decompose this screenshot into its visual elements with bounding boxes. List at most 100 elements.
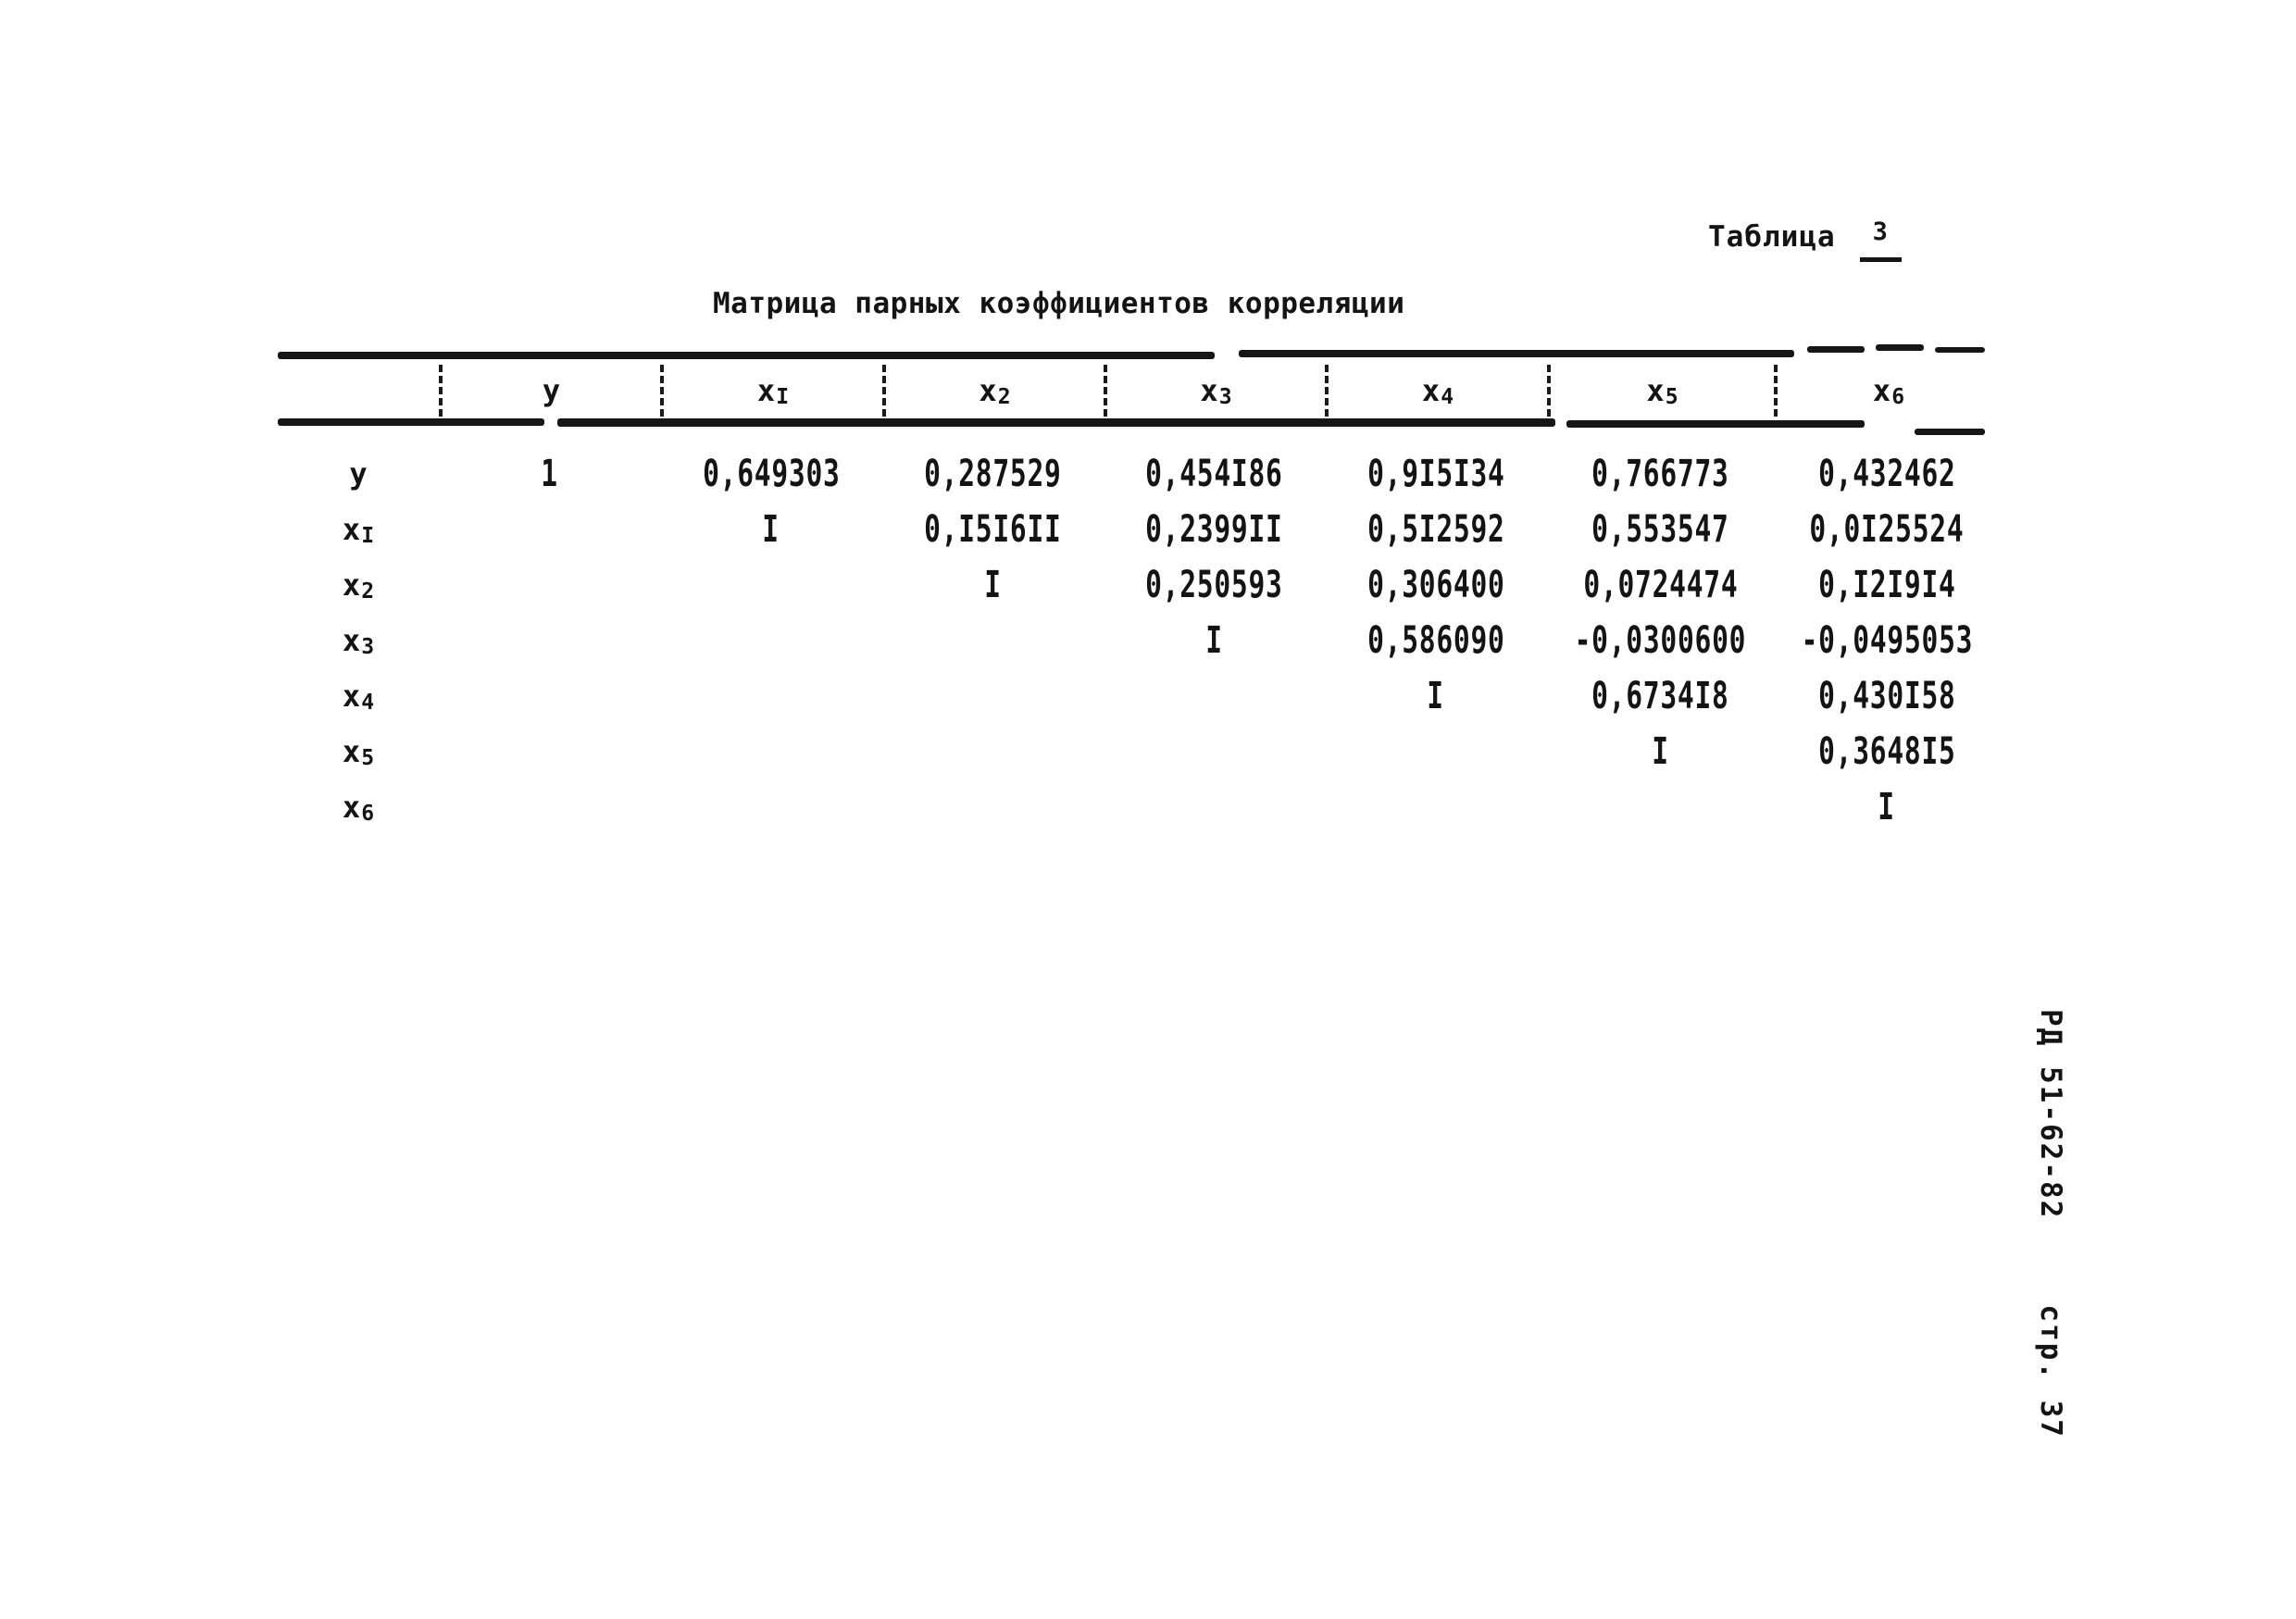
- table-row-y: y 1 0,649303 0,287529 0,454I86 0,9I5I34 0,7667…: [278, 446, 2000, 502]
- matrix-cell: 0,649303: [660, 446, 882, 502]
- matrix-cell-empty: [1325, 779, 1547, 835]
- matrix-cell-empty: [439, 613, 660, 668]
- matrix-value: 0,0724474: [1582, 564, 1739, 606]
- table-top-rule-segment: [1807, 346, 1865, 353]
- matrix-cell-empty: [660, 613, 882, 668]
- table-top-rule-segment: [1239, 350, 1794, 357]
- matrix-value: I: [762, 508, 780, 551]
- matrix-cell: 0,5I2592: [1325, 502, 1547, 557]
- table-caption-number: 3: [1872, 218, 1889, 246]
- table-body: y 1 0,649303 0,287529 0,454I86 0,9I5I34 0,7667…: [278, 446, 2000, 835]
- table-top-rule-segment: [1935, 347, 1985, 353]
- matrix-value: 0,5I2592: [1366, 508, 1505, 551]
- matrix-cell: -0,0495053: [1774, 613, 2000, 668]
- matrix-cell-empty: [660, 779, 882, 835]
- matrix-cell: I: [1547, 724, 1774, 779]
- matrix-cell: -0,0300600: [1547, 613, 1774, 668]
- header-bottom-rule-segment: [557, 418, 1555, 427]
- matrix-value: 0,0I25524: [1809, 508, 1965, 551]
- matrix-value: 0,454I86: [1145, 453, 1283, 495]
- margin-note: РД 51-62-82 стр. 37: [2034, 1009, 2067, 1438]
- matrix-cell: 0,553547: [1547, 502, 1774, 557]
- table-top-rule-segment: [1876, 344, 1924, 351]
- matrix-cell-empty: [439, 557, 660, 613]
- matrix-cell-empty: [1325, 724, 1547, 779]
- table-caption-number-underline: 3: [1859, 218, 1902, 262]
- row-label: y: [349, 456, 368, 492]
- matrix-cell-empty: [1547, 779, 1774, 835]
- matrix-value: 0,3648I5: [1817, 730, 1956, 773]
- margin-note-page: стр. 37: [2034, 1304, 2067, 1438]
- matrix-cell: I: [660, 502, 882, 557]
- matrix-cell: 0,454I86: [1104, 446, 1325, 502]
- matrix-value: 0,306400: [1366, 564, 1505, 606]
- matrix-cell-empty: [882, 724, 1104, 779]
- table-row-x3: x 3 I 0,586090 -0,0300600 -0,0495053: [278, 613, 2000, 668]
- matrix-value: I: [984, 564, 1002, 606]
- matrix-cell: 0,0724474: [1547, 557, 1774, 613]
- table-row-x5: x 5 I 0,3648I5: [278, 724, 2000, 779]
- matrix-cell-empty: [882, 613, 1104, 668]
- matrix-value: 0,2399II: [1145, 508, 1283, 551]
- matrix-value: -0,0300600: [1574, 619, 1747, 662]
- matrix-value: -0,0495053: [1801, 619, 1973, 662]
- matrix-value: I: [1427, 675, 1445, 717]
- matrix-value: 0,430I58: [1817, 675, 1956, 717]
- table-title: Матрица парных коэффициентов корреляции: [713, 287, 1405, 320]
- matrix-cell: 0,I2I9I4: [1774, 557, 2000, 613]
- matrix-cell: 0,432462: [1774, 446, 2000, 502]
- matrix-cell: I: [882, 557, 1104, 613]
- matrix-value: I: [1652, 730, 1669, 773]
- matrix-value: 0,9I5I34: [1366, 453, 1505, 495]
- header-bottom-rule-segment: [1566, 420, 1865, 428]
- matrix-cell: 0,6734I8: [1547, 668, 1774, 724]
- matrix-cell: 0,0I25524: [1774, 502, 2000, 557]
- table-caption: Таблица 3: [1708, 218, 1902, 262]
- matrix-cell: 0,287529: [882, 446, 1104, 502]
- matrix-value: 0,287529: [924, 453, 1062, 495]
- header-corner-cell: [278, 365, 439, 417]
- matrix-cell-empty: [660, 668, 882, 724]
- matrix-cell: 1: [439, 446, 660, 502]
- matrix-cell: 0,766773: [1547, 446, 1774, 502]
- matrix-cell-empty: [882, 668, 1104, 724]
- matrix-value: 0,I2I9I4: [1817, 564, 1956, 606]
- table-top-rule-segment: [278, 352, 1215, 359]
- matrix-cell: 0,9I5I34: [1325, 446, 1547, 502]
- matrix-value: 0,I5I6II: [924, 508, 1062, 551]
- table-row-x4: x 4 I 0,6734I8 0,430I58: [278, 668, 2000, 724]
- margin-note-doc: РД 51-62-82: [2034, 1009, 2067, 1220]
- matrix-value: 0,766773: [1591, 453, 1729, 495]
- matrix-value: 0,553547: [1591, 508, 1729, 551]
- matrix-value: 0,6734I8: [1591, 675, 1729, 717]
- matrix-cell: I: [1774, 779, 2000, 835]
- matrix-cell-empty: [439, 779, 660, 835]
- matrix-cell: 0,2399II: [1104, 502, 1325, 557]
- matrix-cell-empty: [660, 557, 882, 613]
- matrix-cell: I: [1104, 613, 1325, 668]
- matrix-cell: 0,3648I5: [1774, 724, 2000, 779]
- table-row-xi: x I I 0,I5I6II 0,2399II 0,5I2592 0,553547 0,0I2…: [278, 502, 2000, 557]
- matrix-cell-empty: [1104, 724, 1325, 779]
- matrix-value: I: [1878, 786, 1896, 828]
- matrix-cell-empty: [1104, 668, 1325, 724]
- matrix-value: I: [1205, 619, 1223, 662]
- header-bottom-rule-segment: [1915, 429, 1985, 435]
- matrix-cell: 0,430I58: [1774, 668, 2000, 724]
- matrix-cell: I: [1325, 668, 1547, 724]
- matrix-cell: 0,306400: [1325, 557, 1547, 613]
- matrix-cell-empty: [439, 668, 660, 724]
- matrix-cell: 0,I5I6II: [882, 502, 1104, 557]
- matrix-value: 0,432462: [1817, 453, 1956, 495]
